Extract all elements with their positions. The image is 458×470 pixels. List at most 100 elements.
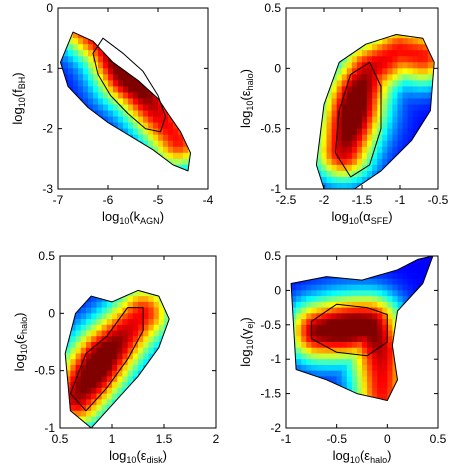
heatmap-cell [417, 44, 424, 51]
heatmap-cell [93, 44, 99, 51]
heatmap-cell [341, 278, 348, 286]
heatmap-cell [392, 296, 399, 303]
heatmap-cell [427, 56, 434, 63]
heatmap-cell [291, 284, 297, 291]
heatmap-cell [417, 116, 424, 124]
heatmap-cell [91, 410, 97, 418]
heatmap-cell [158, 319, 165, 326]
x-tick-label: 0.5 [52, 432, 69, 446]
heatmap-cell [143, 330, 149, 337]
heatmap-cell [123, 92, 129, 100]
heatmap-cell [331, 296, 338, 303]
heatmap-cell [397, 50, 404, 57]
heatmap-cell [346, 182, 353, 190]
heatmap-cell [341, 62, 348, 69]
heatmap-cell [397, 267, 404, 274]
heatmap-cell [86, 393, 92, 400]
heatmap-cell [153, 134, 159, 142]
heatmap-cell [402, 116, 409, 124]
heatmap-cell [356, 110, 363, 118]
heatmap-cell [96, 387, 103, 395]
heatmap-cell [367, 278, 373, 286]
heatmap-cell [321, 278, 328, 286]
heatmap-cell [80, 399, 87, 406]
heatmap-cell [326, 347, 333, 355]
heatmap-cell [101, 342, 108, 349]
heatmap-cell [377, 62, 383, 69]
heatmap-cell [113, 74, 119, 81]
heatmap-cell [306, 296, 312, 303]
heatmap-cell [346, 116, 353, 124]
heatmap-cell [321, 364, 328, 372]
heatmap-cell [98, 110, 104, 118]
heatmap-cell [346, 330, 353, 337]
heatmap-cell [331, 301, 338, 309]
heatmap-cell [326, 284, 333, 291]
heatmap-cell [88, 62, 94, 69]
heatmap-cell [306, 324, 312, 332]
heatmap-cell [351, 116, 358, 124]
heatmap-cell [163, 128, 169, 136]
y-tick-label: 0 [274, 283, 281, 297]
heatmap-cell [372, 284, 378, 291]
heatmap-cell [397, 98, 404, 106]
heatmap-cell [422, 74, 429, 81]
heatmap-cell [372, 313, 378, 320]
heatmap-cell [133, 92, 139, 100]
heatmap-cell [83, 56, 89, 63]
heatmap-cell [91, 324, 97, 332]
heatmap-cell [138, 296, 144, 303]
heatmap-cell [397, 146, 404, 154]
y-tick-label: -1.5 [260, 387, 281, 401]
heatmap-cell [326, 336, 333, 343]
heatmap-cell [122, 324, 129, 332]
heatmap-cell [326, 319, 333, 326]
heatmap-cell [367, 98, 373, 106]
heatmap-cell [377, 44, 383, 51]
heatmap-cell [143, 134, 149, 142]
heatmap-cell [336, 158, 343, 166]
panel-3: 0.5 1 1.5 2 -1 -0.5 0 0.5 log10(εdisk) log10(εhal… [12, 249, 220, 465]
heatmap-cell [367, 347, 373, 355]
heatmap-cell [397, 92, 404, 100]
heatmap-cell [122, 319, 129, 326]
heatmap-cell [412, 98, 419, 106]
heatmap-cell [68, 38, 74, 45]
heatmap-cell [422, 110, 429, 118]
heatmap-cell [367, 324, 373, 332]
heatmap-cell [326, 92, 333, 100]
heatmap-cell [106, 347, 113, 355]
heatmap-cell [311, 364, 317, 372]
heatmap-cell [372, 44, 378, 51]
heatmap-cell [106, 364, 113, 372]
heatmap-cell [80, 336, 87, 343]
heatmap-cell [106, 353, 113, 360]
heatmap-cell [377, 110, 383, 118]
heatmap-cell [178, 146, 184, 154]
heatmap-cell [65, 376, 71, 383]
heatmap-cell [321, 301, 328, 309]
heatmap-cell [70, 376, 77, 383]
heatmap-cell [351, 128, 358, 136]
heatmap-cell [362, 128, 368, 136]
heatmap-cell [336, 324, 343, 332]
heatmap-cell [163, 152, 169, 160]
heatmap-cell [387, 330, 393, 337]
heatmap-cell [93, 74, 99, 81]
heatmap-cell [402, 56, 409, 63]
heatmap-cell [382, 324, 388, 332]
heatmap-cell [132, 307, 139, 314]
heatmap-cell [387, 278, 393, 286]
heatmap-cell [106, 376, 113, 383]
heatmap-cell [382, 359, 388, 366]
heatmap-cell [341, 128, 348, 136]
heatmap-cell [96, 399, 103, 406]
heatmap-cell [122, 342, 129, 349]
heatmap-cell [98, 86, 104, 94]
heatmap-cell [321, 134, 328, 142]
x-axis-label: log10(kAGN) [102, 209, 164, 226]
heatmap-cell [392, 86, 399, 94]
heatmap-cell [422, 50, 429, 57]
heatmap-cell [321, 313, 328, 320]
heatmap-cell [86, 342, 92, 349]
